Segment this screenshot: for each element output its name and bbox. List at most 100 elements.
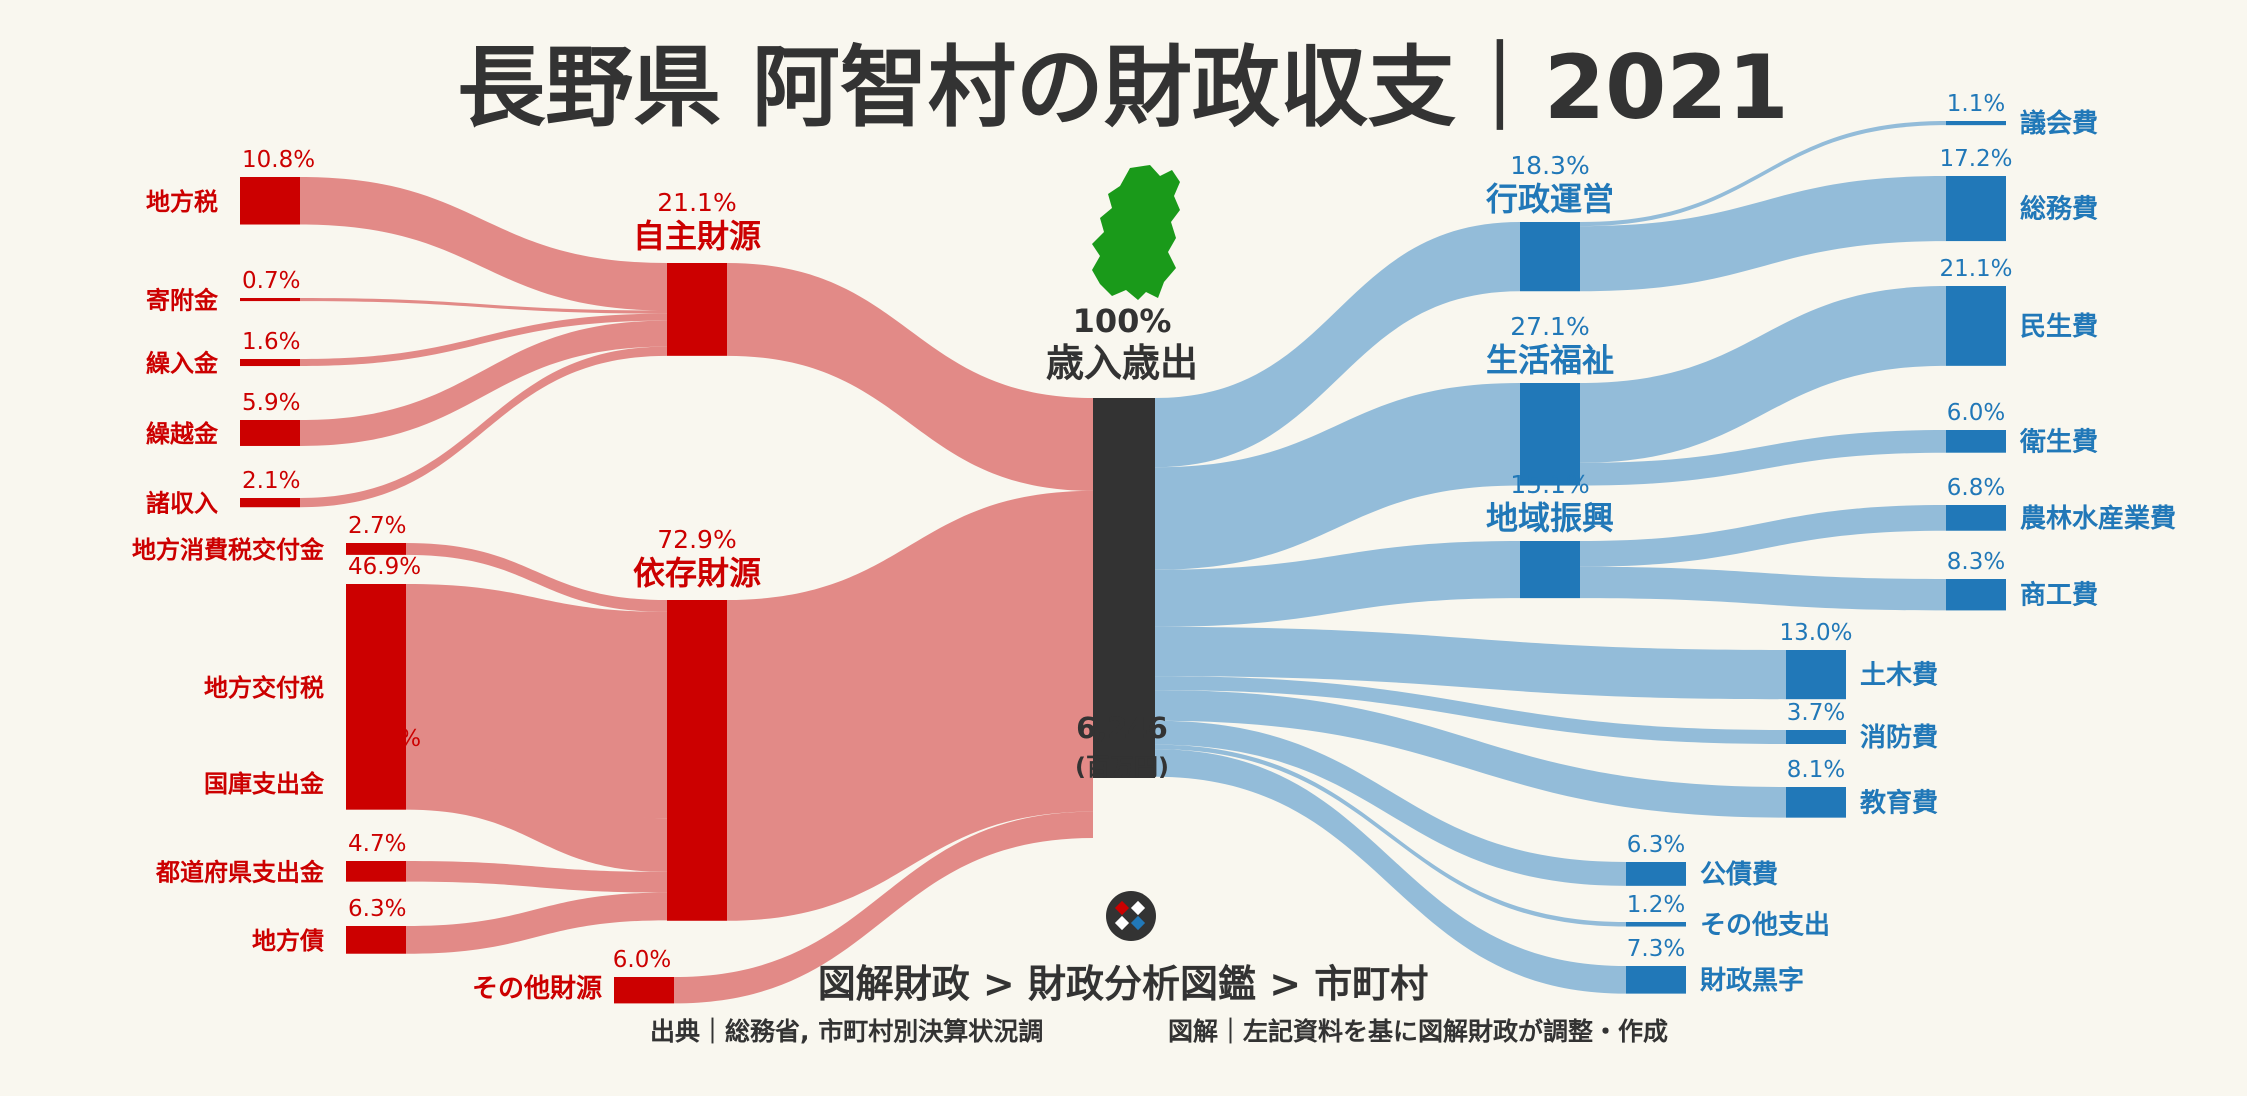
center-flow-gyosei: [1155, 222, 1520, 468]
revenue-item-label-6: 地方交付税: [204, 674, 324, 702]
revenue-item-bar-3: [240, 420, 300, 446]
expense-item-pct-9: 6.3%: [1627, 832, 1685, 858]
expense-group-label-seikatsu: 生活福祉: [1486, 341, 1614, 379]
revenue-group-label-jishu: 自主財源: [633, 217, 761, 255]
expense-item-label-8: 教育費: [1860, 787, 1938, 818]
revenue-flow-4: [300, 346, 667, 508]
revenue-item-pct-1: 0.7%: [242, 268, 300, 294]
expense-item-bar-4: [1946, 505, 2006, 531]
credit-note: 図解｜左記資料を基に図解財政が調整・作成: [1168, 1017, 1668, 1046]
revenue-item-pct-4: 2.1%: [242, 468, 300, 494]
revenue-item-pct-9: 6.3%: [348, 896, 406, 922]
expense-item-bar-3: [1946, 430, 2006, 453]
center-flow-chiiki: [1155, 541, 1520, 627]
label-layer: 10.8% 地方税 0.7% 寄附金 1.6% 繰入金 5.9% 繰越金 2.1% 諸収入 2.7%…: [132, 91, 2176, 1004]
expense-item-bar-5: [1946, 579, 2006, 611]
revenue-item-bar-7: [346, 756, 406, 810]
revenue-item-bar-0: [240, 177, 300, 225]
revenue-item-label-9: 地方債: [252, 927, 324, 955]
revenue-group-pct-jishu: 21.1%: [657, 188, 736, 217]
revenue-group-bar-jishu: [667, 263, 727, 356]
revenue-group-bar-izon: [667, 600, 727, 921]
expense-item-pct-5: 8.3%: [1947, 549, 2005, 575]
expense-group-bar-gyosei: [1520, 222, 1580, 292]
expense-item-pct-10: 1.2%: [1627, 892, 1685, 918]
expense-item-pct-11: 7.3%: [1627, 936, 1685, 962]
expense-flow-0: [1580, 121, 1946, 227]
revenue-group-label-other: その他財源: [472, 974, 602, 1004]
revenue-item-label-0: 地方税: [146, 188, 218, 216]
revenue-item-pct-2: 1.6%: [242, 329, 300, 355]
revenue-item-pct-8: 4.7%: [348, 831, 406, 857]
revenue-flow-7: [406, 756, 667, 872]
center-label: 歳入歳出: [1046, 341, 1198, 385]
revenue-item-bar-2: [240, 359, 300, 367]
expense-flow-1: [1580, 176, 1946, 292]
expense-item-label-0: 議会費: [2020, 108, 2098, 139]
revenue-flow-5: [406, 543, 667, 612]
brand-breadcrumb: 図解財政 > 財政分析図鑑 > 市町村: [818, 962, 1429, 1006]
expense-item-pct-6: 13.0%: [1779, 620, 1852, 646]
revenue-item-label-1: 寄附金: [146, 287, 219, 315]
expense-group-pct-chiiki: 15.1%: [1510, 470, 1589, 499]
revenue-item-pct-3: 5.9%: [242, 390, 300, 416]
expense-item-label-1: 総務費: [2020, 194, 2098, 225]
revenue-flow-6: [406, 584, 667, 819]
expense-group-pct-seikatsu: 27.1%: [1510, 312, 1589, 341]
expense-item-pct-8: 8.1%: [1787, 757, 1845, 783]
expense-item-bar-0: [1946, 121, 2006, 126]
group-flow-other: [674, 811, 1093, 1004]
expense-flow-9: [1155, 720, 1626, 886]
expense-item-bar-10: [1626, 922, 1686, 927]
revenue-group-label-izon: 依存財源: [633, 554, 761, 592]
group-flow-izon: [727, 490, 1093, 921]
revenue-item-pct-5: 2.7%: [348, 513, 406, 539]
expense-item-bar-2: [1946, 286, 2006, 366]
revenue-item-pct-7: 12.2%: [348, 726, 421, 752]
revenue-item-bar-5: [346, 543, 406, 555]
revenue-item-label-2: 繰入金: [146, 350, 219, 378]
total-unit: (百万円): [1075, 753, 1169, 781]
expense-item-label-2: 民生費: [2020, 312, 2098, 342]
expense-item-pct-7: 3.7%: [1787, 700, 1845, 726]
expense-flow-11: [1155, 749, 1626, 994]
expense-flow-10: [1155, 744, 1626, 927]
revenue-flow-0: [300, 177, 667, 311]
expense-flow-5: [1580, 566, 1946, 611]
expense-item-pct-2: 21.1%: [1939, 256, 2012, 282]
revenue-group-pct-other: 6.0%: [613, 947, 671, 973]
revenue-item-label-5: 地方消費税交付金: [132, 536, 325, 564]
expense-group-bar-seikatsu: [1520, 383, 1580, 486]
expense-flow-7: [1155, 676, 1786, 745]
total-amount: 6,246: [1076, 711, 1168, 745]
expense-group-pct-gyosei: 18.3%: [1510, 151, 1589, 180]
revenue-item-pct-0: 10.8%: [242, 147, 315, 173]
revenue-flow-3: [300, 320, 667, 446]
expense-flow-3: [1580, 430, 1946, 486]
revenue-flow-9: [406, 892, 667, 954]
revenue-item-bar-9: [346, 926, 406, 954]
source-note: 出典｜総務省, 市町村別決算状況調: [650, 1017, 1043, 1046]
expense-item-label-11: 財政黒字: [1700, 965, 1804, 996]
center-flow-seikatsu: [1155, 383, 1520, 570]
expense-item-bar-9: [1626, 862, 1686, 886]
expense-item-pct-4: 6.8%: [1947, 475, 2005, 501]
expense-item-pct-0: 1.1%: [1947, 91, 2005, 117]
revenue-item-bar-1: [240, 298, 300, 302]
expense-item-label-6: 土木費: [1860, 661, 1938, 691]
expense-item-bar-6: [1786, 650, 1846, 700]
revenue-item-bar-8: [346, 861, 406, 882]
expense-flow-8: [1155, 690, 1786, 818]
group-flow-jishu: [727, 263, 1093, 491]
center-node: [1093, 398, 1155, 778]
expense-group-bar-chiiki: [1520, 541, 1580, 599]
expense-item-bar-8: [1786, 787, 1846, 818]
center-percent: 100%: [1073, 302, 1172, 340]
expense-item-label-10: その他支出: [1700, 910, 1830, 940]
revenue-item-bar-4: [240, 498, 300, 508]
expense-item-label-4: 農林水産業費: [2020, 503, 2176, 534]
page-title: 長野県 阿智村の財政収支｜2021: [457, 36, 1789, 139]
nagano-prefecture-map-icon: [1092, 165, 1180, 300]
expense-item-bar-1: [1946, 176, 2006, 242]
